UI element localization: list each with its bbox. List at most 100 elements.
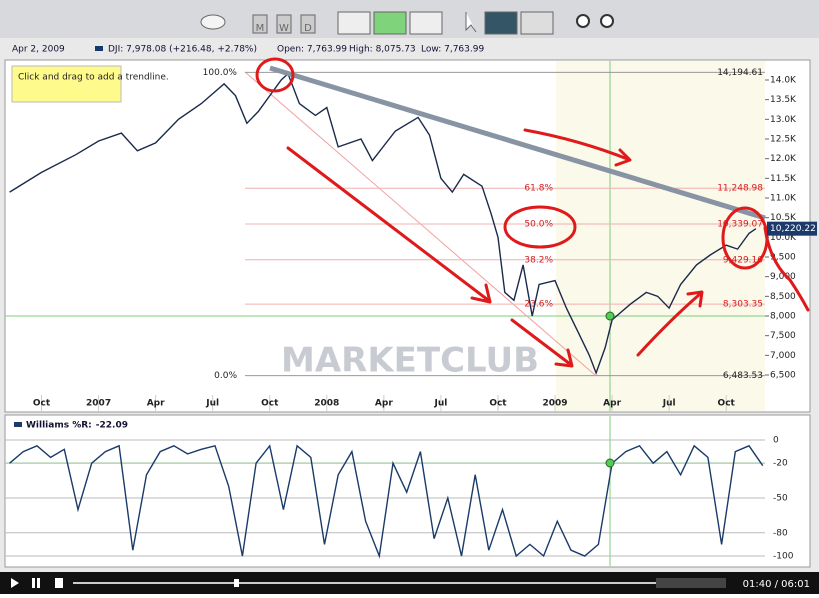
pause-button[interactable] (32, 578, 35, 588)
icon[interactable] (520, 11, 554, 35)
tooltip (11, 65, 122, 103)
icon[interactable] (409, 11, 443, 35)
fib-level-label: 38.2% (524, 255, 553, 265)
pause-button[interactable] (37, 578, 40, 588)
y-tick-label: 8,500 (770, 292, 796, 302)
fib-price-label: 14,194.61 (717, 68, 763, 78)
period-label[interactable]: W (279, 23, 289, 34)
annotation (286, 146, 492, 304)
fib-price-label: 9,429.16 (723, 255, 763, 265)
annotation (503, 205, 577, 249)
fib-level-label: 100.0% (203, 68, 238, 78)
progress-track[interactable] (73, 582, 718, 584)
fib-level-label: 23.6% (524, 300, 553, 310)
period-label[interactable]: D (304, 23, 312, 34)
fib-level-label: 0.0% (214, 371, 237, 381)
player-time: 01:40 / 06:01 (743, 579, 810, 590)
icon[interactable] (300, 14, 316, 34)
legend-title: Williams %R: (26, 421, 92, 431)
icon[interactable] (373, 11, 407, 35)
y-tick-label: 9,000 (770, 272, 796, 282)
x-tick-label: 2009 (542, 399, 567, 409)
watermark: MARKETCLUB (281, 341, 539, 381)
fib-price-label: 10,339.07 (717, 219, 763, 229)
legend-swatch (95, 46, 103, 51)
volume[interactable] (656, 578, 726, 588)
marker (605, 311, 615, 321)
marker (605, 458, 615, 468)
x-tick-label: Oct (718, 399, 736, 409)
x-tick-label: Apr (147, 399, 165, 409)
header-date: Apr 2, 2009 (12, 45, 65, 55)
x-tick-label: Oct (489, 399, 507, 409)
y-tick-label: 7,000 (770, 351, 796, 361)
y-tick-label: 12.5K (770, 135, 797, 145)
x-tick-label: Oct (33, 399, 51, 409)
y-tick-label: -20 (773, 459, 788, 469)
y-tick-label: 7,500 (770, 331, 796, 341)
y-tick-label: 10.0K (770, 233, 797, 243)
fib-level-label: 61.8% (524, 184, 553, 194)
x-tick-label: Jul (433, 399, 447, 409)
toolbar-icons (200, 11, 614, 35)
header-open: Open: 7,763.99 (277, 45, 347, 55)
y-tick-label: -100 (773, 552, 794, 562)
icon[interactable] (252, 14, 268, 34)
y-tick-label: 14.0K (770, 76, 797, 86)
icon[interactable] (465, 12, 477, 33)
last-price-box (767, 221, 817, 236)
header-low: Low: 7,763.99 (421, 45, 484, 55)
icon[interactable] (337, 11, 371, 35)
price-line (9, 444, 764, 559)
fib-price-label: 11,248.98 (717, 184, 763, 194)
y-tick-label: 12.0K (770, 154, 797, 164)
annotations (255, 57, 810, 368)
fib-price-label: 8,303.35 (723, 300, 763, 310)
shaded-region (556, 61, 765, 411)
x-tick-label: Apr (375, 399, 393, 409)
annotation (255, 57, 295, 93)
plot: 6,500 7,000 7,500 8,000 8,500 9,000 9,500 10.0K… (5, 68, 797, 562)
price-line (9, 72, 757, 376)
fib-level-label: 50.0% (524, 219, 553, 229)
progress-handle[interactable] (234, 579, 239, 587)
header-quote: DJI: 7,978.08 (+216.48, +2.78%) (108, 45, 257, 55)
icon[interactable] (200, 14, 226, 30)
y-tick-label: 11.5K (770, 174, 797, 184)
y-tick-label: 13.5K (770, 95, 797, 105)
annotation (523, 128, 632, 167)
x-tick-label: Apr (603, 399, 621, 409)
x-tick-label: Jul (662, 399, 676, 409)
icon[interactable] (576, 14, 590, 28)
annotation (510, 318, 574, 368)
fib-price-label: 6,483.53 (723, 371, 763, 381)
y-tick-label: 0 (773, 436, 779, 446)
icon[interactable] (276, 14, 292, 34)
trendline (269, 65, 766, 221)
y-tick-label: 13.0K (770, 115, 797, 125)
period-label[interactable]: M (256, 23, 265, 34)
y-tick-label: -50 (773, 494, 788, 504)
x-tick-label: Jul (205, 399, 219, 409)
legend-value: -22.09 (96, 421, 128, 431)
last-price-label: 10,220.22 (770, 224, 816, 234)
y-tick-label: 8,000 (770, 312, 796, 322)
icon[interactable] (600, 14, 614, 28)
tooltip-text: Click and drag to add a trendline. (18, 73, 169, 83)
stop-button[interactable] (55, 578, 63, 588)
y-tick-label: 9,500 (770, 253, 796, 263)
annotation (763, 226, 810, 312)
x-tick-label: 2008 (314, 399, 339, 409)
header-high: High: 8,075.73 (349, 45, 416, 55)
legend-swatch (14, 422, 22, 427)
annotation (636, 290, 704, 357)
play-button[interactable] (11, 578, 19, 588)
icon[interactable] (484, 11, 518, 35)
x-tick-label: 2007 (86, 399, 111, 409)
y-tick-label: 10.5K (770, 213, 797, 223)
y-tick-label: 11.0K (770, 194, 797, 204)
x-tick-label: Oct (261, 399, 279, 409)
y-tick-label: -80 (773, 528, 788, 538)
